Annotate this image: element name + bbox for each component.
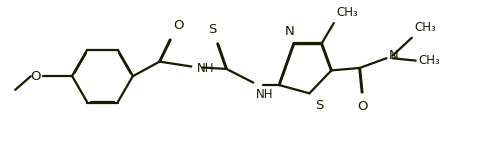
Text: N: N bbox=[389, 49, 399, 62]
Text: S: S bbox=[208, 23, 217, 36]
Text: S: S bbox=[315, 99, 324, 112]
Text: NH: NH bbox=[197, 62, 215, 75]
Text: O: O bbox=[30, 70, 41, 83]
Text: O: O bbox=[173, 19, 183, 32]
Text: CH₃: CH₃ bbox=[418, 54, 440, 67]
Text: CH₃: CH₃ bbox=[414, 21, 436, 34]
Text: CH₃: CH₃ bbox=[336, 6, 358, 19]
Text: O: O bbox=[357, 100, 367, 113]
Text: NH: NH bbox=[256, 88, 273, 101]
Text: N: N bbox=[285, 25, 295, 38]
